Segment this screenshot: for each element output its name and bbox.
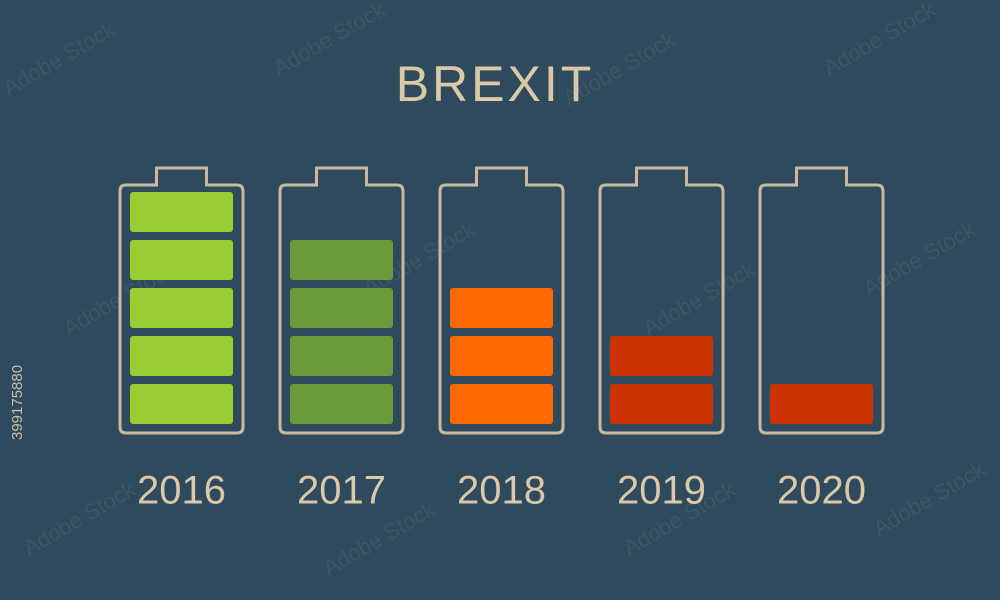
battery-outline bbox=[278, 166, 405, 435]
battery-outline bbox=[598, 166, 725, 435]
battery-segment bbox=[450, 336, 553, 376]
battery-level bbox=[610, 336, 713, 424]
battery-segment bbox=[610, 384, 713, 424]
x-tick-label: 2016 bbox=[137, 469, 226, 513]
battery-segment bbox=[450, 384, 553, 424]
x-tick-label: 2018 bbox=[457, 469, 546, 513]
x-tick-label: 2017 bbox=[297, 469, 386, 513]
battery-segment bbox=[450, 288, 553, 328]
battery-segment bbox=[610, 336, 713, 376]
x-tick-label: 2020 bbox=[777, 469, 866, 513]
battery-segment bbox=[290, 384, 393, 424]
stock-id: 399175880 bbox=[9, 365, 26, 440]
battery-level bbox=[130, 192, 233, 424]
battery-segment bbox=[290, 288, 393, 328]
battery-level bbox=[290, 240, 393, 424]
battery-outline bbox=[118, 166, 245, 435]
battery-outline bbox=[758, 166, 885, 435]
battery-segment bbox=[130, 336, 233, 376]
battery-segment bbox=[290, 240, 393, 280]
battery-level bbox=[450, 288, 553, 424]
battery-segment bbox=[290, 336, 393, 376]
battery-segment bbox=[130, 240, 233, 280]
battery-segment bbox=[130, 192, 233, 232]
x-tick-label: 2019 bbox=[617, 469, 706, 513]
battery-level bbox=[770, 384, 873, 424]
chart-title: BREXIT bbox=[396, 56, 595, 112]
battery-segment bbox=[770, 384, 873, 424]
battery-segment bbox=[130, 288, 233, 328]
battery-outline bbox=[438, 166, 565, 435]
battery-segment bbox=[130, 384, 233, 424]
